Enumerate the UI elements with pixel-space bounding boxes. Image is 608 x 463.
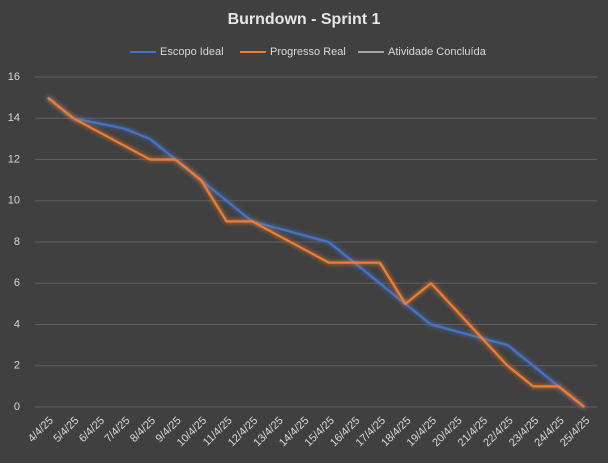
y-tick-label: 10 (8, 195, 20, 207)
legend-label: Progresso Real (270, 46, 346, 58)
series-line (47, 96, 585, 408)
y-tick-label: 0 (14, 401, 20, 413)
y-tick-label: 8 (14, 236, 20, 248)
y-tick-label: 6 (14, 277, 20, 289)
y-tick-label: 4 (14, 318, 20, 330)
y-tick-label: 16 (8, 71, 20, 83)
legend-label: Escopo Ideal (160, 46, 224, 58)
y-tick-label: 14 (8, 112, 20, 124)
y-tick-label: 12 (8, 153, 20, 165)
series-line (47, 96, 585, 408)
legend-label: Atividade Concluída (388, 46, 487, 58)
chart-title: Burndown - Sprint 1 (228, 11, 381, 28)
y-tick-label: 2 (14, 360, 20, 372)
